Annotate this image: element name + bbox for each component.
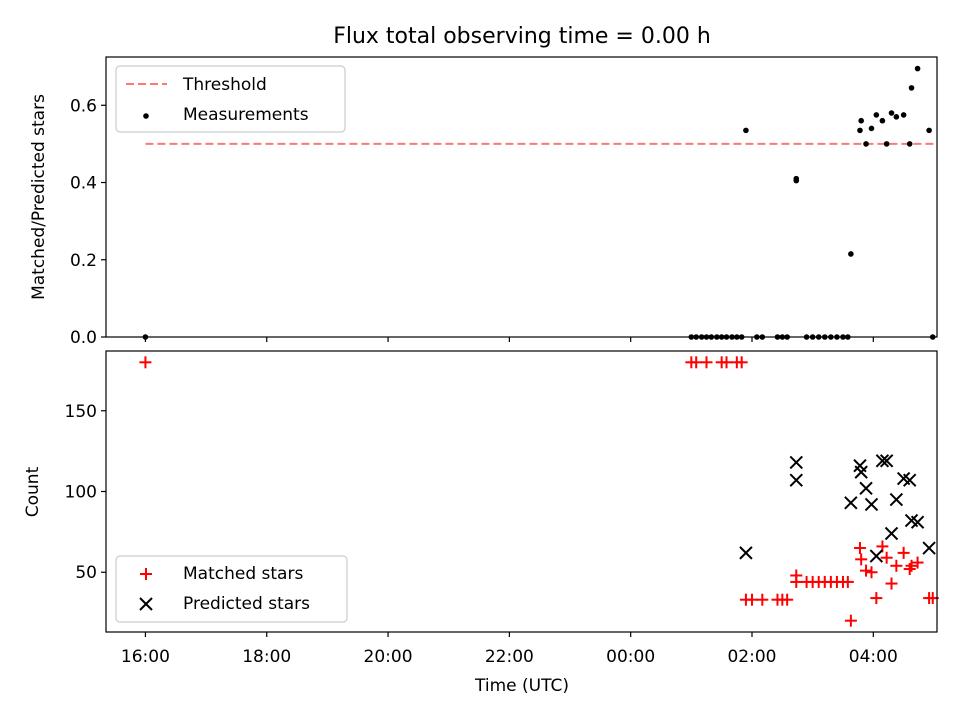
top-panel: 0.0 0.2 0.4 0.6 Matched/Predicted stars Thr… [29,56,938,348]
bottom-legend-box [115,555,348,623]
top-x-axis-ticks [144,337,874,342]
top-plot-area [142,65,936,340]
matched-star-marker [841,575,854,588]
matched-star-marker [700,356,713,369]
matched-star-marker [844,614,857,627]
top-y-tick-label: 0.6 [70,96,97,116]
measurement-point [873,112,880,118]
matched-star-marker [890,559,903,572]
bottom-plot-area [139,356,939,627]
bottom-x-tick-label: 22:00 [485,647,534,667]
matched-star-marker [880,551,893,564]
bottom-axes-frame [105,350,938,633]
measurement-point [914,65,921,72]
matched-star-marker [885,577,898,590]
chart-title: Flux total observing time = 0.00 h [333,24,711,49]
matched-star-marker [781,593,794,606]
predicted-stars-legend-swatch [139,597,153,611]
top-axes-frame [105,56,938,338]
predicted-star-marker [910,515,925,529]
measurement-point [848,251,854,257]
predicted-star-marker [889,492,904,507]
predicted-star-marker [789,473,803,487]
measurement-point [858,117,864,124]
measurement-point [926,127,932,134]
measurement-point [868,125,875,132]
bottom-x-tick-label: 20:00 [364,647,413,667]
matched-star-marker [756,593,769,606]
matched-star-marker [855,553,868,566]
predicted-star-marker [864,497,879,512]
bottom-legend: Matched stars Predicted stars [115,555,348,623]
bottom-x-tick-label: 16:00 [121,647,170,667]
threshold-legend-label: Threshold [182,75,267,95]
matched-star-marker [897,546,910,559]
matched-star-marker [139,356,152,369]
predicted-star-marker [854,465,868,479]
bottom-y-tick-label: 100 [65,483,97,503]
bottom-y-tick-label: 150 [65,402,97,422]
bottom-y-tick-label: 50 [75,563,97,583]
predicted-star-marker [922,541,936,555]
top-y-tick-label: 0.2 [70,251,97,271]
bottom-y-axis-ticks: 50 100 150 [65,402,106,583]
matched-star-marker [905,559,918,572]
matched-stars-legend-label: Matched stars [183,564,303,584]
matched-star-marker [690,356,703,369]
bottom-x-tick-label: 04:00 [849,647,898,667]
top-y-tick-label: 0.4 [70,174,97,194]
predicted-star-marker [869,549,884,563]
measurement-point [906,141,913,147]
measurements-legend-label: Measurements [183,105,309,125]
measurement-point [888,110,895,116]
bottom-y-axis-label: Count [23,466,43,517]
predicted-star-marker [844,496,858,510]
matched-star-marker [790,575,803,588]
measurement-point [879,117,886,124]
measurement-point [863,141,869,147]
predicted-star-marker [875,454,890,468]
top-y-axis-label: Matched/Predicted stars [29,94,49,300]
bottom-panel: 50 100 150 16:00 18:00 20:00 22:00 00:00 02:00 0… [23,350,939,696]
measurement-point [908,85,915,91]
bottom-x-axis-label: Time (UTC) [474,676,569,696]
measurement-point [883,141,890,147]
top-legend: Threshold Measurements [115,65,346,133]
measurement-point [743,127,749,134]
matched-star-marker [911,556,924,569]
predicted-star-marker [879,454,894,468]
matched-star-marker [745,593,758,606]
predicted-star-marker [739,546,753,560]
bottom-x-tick-label: 18:00 [242,647,291,667]
bottom-x-tick-label: 02:00 [727,647,776,667]
predicted-star-marker [884,526,899,541]
measurement-point [857,127,863,134]
top-y-tick-label: 0.0 [70,328,97,348]
predicted-star-marker [789,455,803,470]
predicted-star-marker [902,473,917,487]
matched-stars-legend-swatch [140,568,152,580]
matched-star-marker [870,592,883,605]
matched-star-marker [860,564,873,577]
measurements-legend-swatch [143,113,149,119]
bottom-x-axis-ticks: 16:00 18:00 20:00 22:00 00:00 02:00 04:00 [121,632,898,667]
matched-star-marker [720,356,733,369]
top-y-axis-ticks: 0.0 0.2 0.4 0.6 [70,96,106,348]
matched-star-marker [853,542,866,555]
bottom-x-tick-label: 00:00 [606,647,655,667]
predicted-star-marker [859,481,873,495]
matched-star-marker [735,356,748,369]
measurement-point [900,112,907,118]
measurement-point [893,114,900,120]
measurement-point [793,175,800,182]
top-legend-box [115,65,346,133]
predicted-stars-legend-label: Predicted stars [183,594,310,614]
matched-star-marker [865,566,878,579]
